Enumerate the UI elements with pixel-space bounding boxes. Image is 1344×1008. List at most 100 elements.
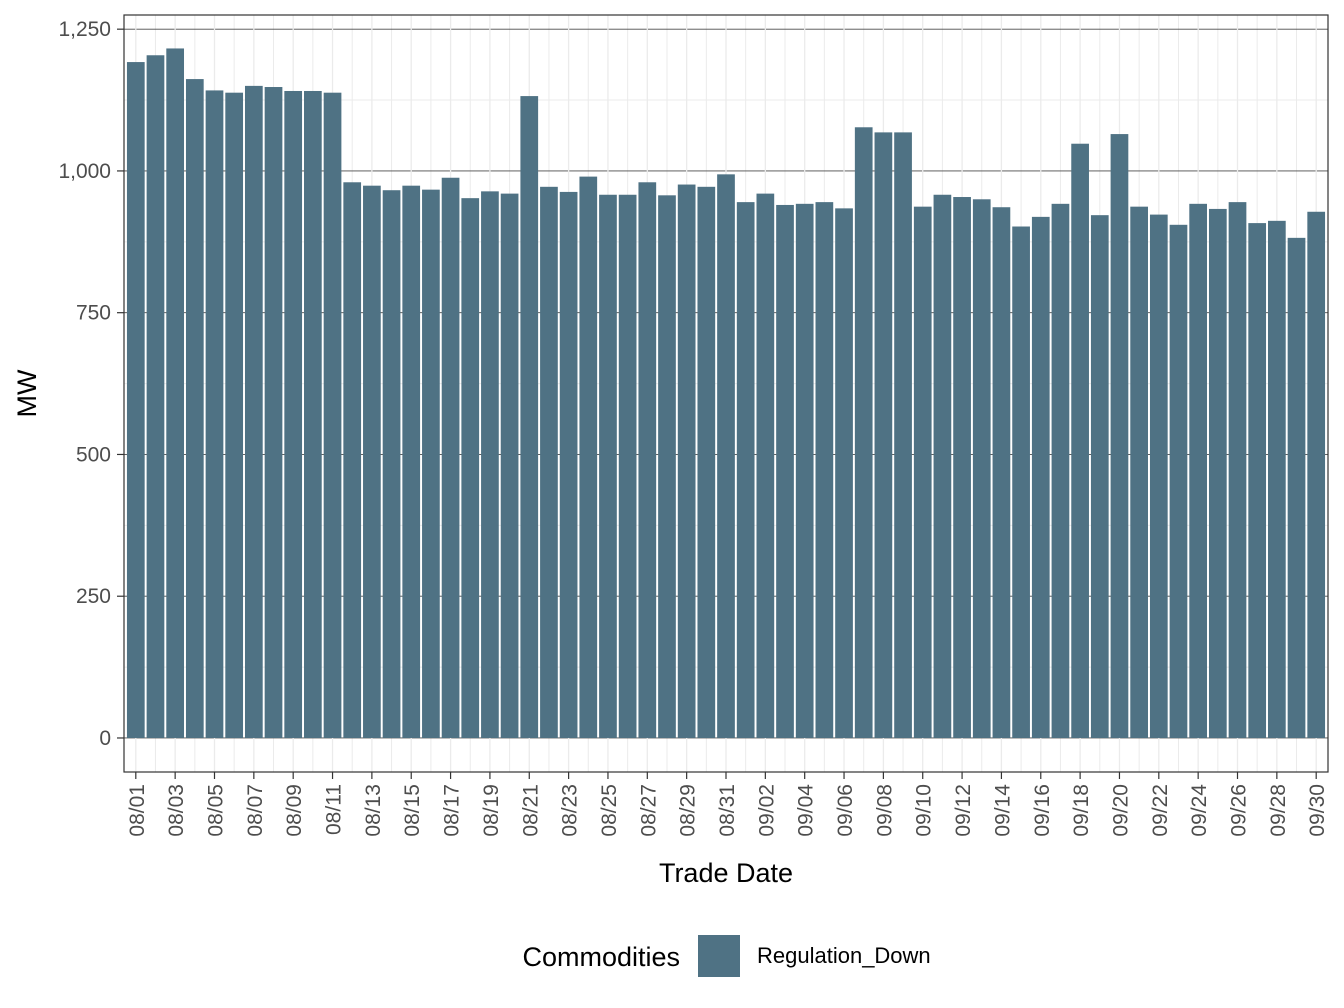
bar-09-13 (972, 199, 991, 738)
x-tick-label: 09/08 (873, 784, 896, 837)
x-tick-label: 08/27 (637, 784, 660, 837)
bar-08-16 (422, 189, 440, 738)
bar-09-17 (1051, 203, 1070, 738)
bar-08-28 (658, 195, 676, 738)
bar-08-27 (638, 182, 657, 738)
x-tick-label: 08/01 (126, 784, 149, 837)
bar-09-26 (1228, 202, 1247, 738)
x-tick-label: 08/09 (283, 784, 306, 837)
y-tick-label: 1,000 (58, 160, 111, 183)
x-tick-label: 09/18 (1070, 784, 1093, 837)
bar-09-03 (776, 204, 794, 738)
bar-09-18 (1071, 143, 1089, 738)
bar-08-20 (500, 193, 519, 738)
legend-key-regulation-down (698, 935, 740, 977)
bar-08-12 (343, 182, 362, 738)
bar-09-15 (1012, 226, 1030, 738)
bar-09-21 (1130, 206, 1148, 738)
x-tick-label: 09/14 (991, 784, 1014, 837)
bar-09-06 (835, 208, 853, 738)
x-tick-label: 08/11 (323, 784, 346, 835)
bar-08-03 (166, 48, 185, 738)
bar-09-30 (1307, 211, 1326, 738)
x-tick-label: 08/13 (362, 784, 385, 837)
x-tick-label: 08/19 (480, 784, 503, 837)
y-tick-label: 250 (76, 585, 111, 608)
bar-08-29 (677, 184, 696, 738)
bar-09-20 (1110, 134, 1129, 738)
y-tick-label: 1,250 (58, 18, 111, 41)
x-tick-label: 09/04 (795, 784, 818, 837)
bar-08-30 (697, 186, 716, 738)
x-tick-label: 08/21 (519, 784, 542, 837)
bar-09-22 (1149, 214, 1168, 738)
bar-09-24 (1189, 203, 1208, 738)
bar-08-14 (382, 190, 401, 738)
bar-08-02 (146, 55, 165, 738)
y-tick-label: 0 (99, 727, 111, 750)
y-axis-title: MW (12, 369, 42, 417)
bar-09-05 (815, 202, 834, 738)
bar-08-26 (618, 194, 637, 738)
x-tick-label: 08/31 (716, 784, 739, 837)
bars (126, 48, 1326, 738)
legend-title: Commodities (522, 942, 680, 972)
bar-08-15 (402, 185, 421, 738)
x-axis: 08/01 08/03 08/05 08/07 08/09 08/11 08/13 08/15… (126, 772, 1329, 837)
bar-08-13 (363, 185, 381, 738)
x-tick-label: 08/03 (165, 784, 188, 837)
x-tick-label: 08/23 (559, 784, 582, 837)
bar-08-08 (264, 87, 283, 738)
bar-08-22 (540, 186, 558, 738)
bar-09-19 (1090, 215, 1109, 738)
bar-08-10 (304, 90, 322, 738)
bar-09-25 (1208, 208, 1227, 738)
bar-09-23 (1169, 224, 1188, 738)
bar-08-11 (323, 92, 342, 738)
bar-08-06 (225, 92, 244, 738)
bar-09-04 (795, 203, 814, 738)
bar-08-19 (481, 191, 499, 738)
bar-09-11 (933, 194, 952, 738)
bar-09-10 (913, 206, 932, 738)
legend-label-regulation-down: Regulation_Down (757, 943, 931, 968)
x-tick-label: 09/10 (913, 784, 936, 837)
bar-09-28 (1267, 220, 1286, 738)
x-tick-label: 09/28 (1267, 784, 1290, 837)
bar-09-14 (992, 207, 1011, 738)
bar-09-29 (1287, 237, 1306, 738)
x-tick-label: 09/06 (834, 784, 857, 837)
x-tick-label: 08/05 (204, 784, 227, 837)
y-tick-label: 500 (76, 443, 111, 466)
x-tick-label: 09/12 (952, 784, 975, 837)
bar-08-07 (244, 85, 263, 738)
x-tick-label: 08/07 (244, 784, 267, 837)
x-tick-label: 09/22 (1149, 784, 1172, 837)
y-tick-label: 750 (76, 302, 111, 325)
bar-08-04 (185, 79, 204, 738)
bar-08-18 (461, 198, 480, 738)
legend: Commodities Regulation_Down (522, 935, 931, 977)
y-axis: 0 250 500 750 1,000 1,250 (58, 18, 124, 750)
bar-08-05 (205, 90, 224, 738)
bar-08-09 (284, 90, 303, 738)
x-tick-label: 09/16 (1031, 784, 1054, 837)
bar-08-23 (559, 191, 578, 738)
bar-08-17 (441, 177, 460, 738)
bar-09-08 (874, 132, 893, 738)
x-tick-label: 08/17 (441, 784, 464, 837)
bar-09-01 (736, 202, 755, 738)
bar-09-12 (953, 197, 971, 738)
bar-09-09 (894, 132, 912, 738)
bar-08-21 (520, 96, 539, 738)
bar-09-07 (854, 127, 873, 738)
bar-08-01 (126, 62, 145, 738)
x-tick-label: 08/29 (677, 784, 700, 837)
x-axis-title: Trade Date (659, 858, 793, 888)
x-tick-label: 08/25 (598, 784, 621, 837)
bar-09-02 (756, 193, 775, 738)
bar-09-16 (1031, 216, 1050, 738)
x-tick-label: 09/24 (1188, 784, 1211, 837)
x-tick-label: 09/02 (755, 784, 778, 837)
